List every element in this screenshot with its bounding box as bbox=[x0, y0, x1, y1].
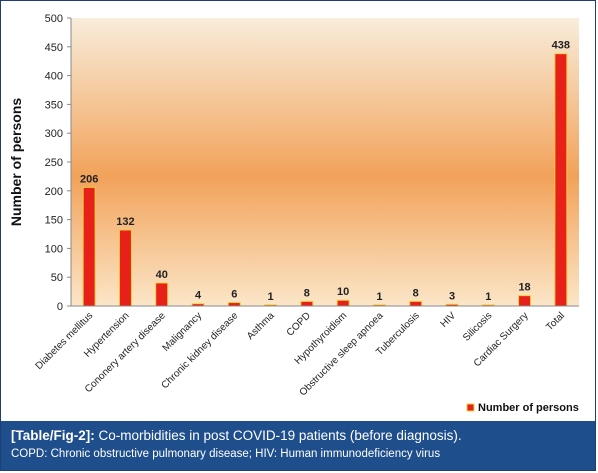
y-tick-label: 250 bbox=[45, 157, 63, 169]
x-tick-label: Asthma bbox=[245, 310, 277, 342]
bar-total bbox=[554, 53, 568, 307]
y-tick-label: 200 bbox=[45, 186, 63, 198]
y-tick-label: 0 bbox=[57, 301, 63, 313]
bar-hypothyroidism bbox=[336, 299, 350, 307]
data-label: 1 bbox=[376, 291, 382, 303]
y-tick-label: 300 bbox=[45, 128, 63, 140]
bar-chart: 0 50 100 150 200 250 300 350 400 450 500 206 132 40 4… bbox=[8, 13, 579, 414]
data-label: 18 bbox=[518, 282, 530, 294]
bar-cardiac-surgery bbox=[518, 295, 532, 307]
y-tick-label: 500 bbox=[45, 13, 63, 25]
x-tick-label: HIV bbox=[439, 310, 459, 330]
caption: [Table/Fig-2]: Co-morbidities in post CO… bbox=[1, 421, 595, 470]
y-tick-label: 400 bbox=[45, 71, 63, 83]
data-label: 8 bbox=[413, 287, 419, 299]
bar-copd bbox=[300, 300, 314, 307]
x-tick-label: Diabetes mellitus bbox=[34, 310, 96, 372]
caption-note: COPD: Chronic obstructive pulmonary dise… bbox=[11, 448, 441, 460]
x-tick-label: Silicosis bbox=[461, 310, 494, 343]
data-label: 40 bbox=[156, 269, 168, 281]
y-tick-label: 150 bbox=[45, 215, 63, 227]
data-label: 8 bbox=[304, 287, 310, 299]
chart-area: 0 50 100 150 200 250 300 350 400 450 500 206 132 40 4… bbox=[1, 1, 595, 421]
y-tick-label: 450 bbox=[45, 42, 63, 54]
caption-tag: [Table/Fig-2]: bbox=[11, 428, 95, 443]
y-axis-title: Number of persons bbox=[8, 98, 24, 227]
data-label: 6 bbox=[231, 289, 237, 301]
y-tick-label: 50 bbox=[51, 272, 63, 284]
caption-title-line: [Table/Fig-2]: Co-morbidities in post CO… bbox=[11, 427, 587, 445]
data-label: 206 bbox=[80, 173, 98, 185]
data-label: 10 bbox=[337, 286, 349, 298]
legend-label: Number of persons bbox=[478, 402, 579, 414]
x-tick-label: COPD bbox=[285, 310, 313, 338]
x-tick-label: Chronic kidney disease bbox=[160, 310, 241, 391]
data-label: 1 bbox=[268, 291, 274, 303]
legend: Number of persons bbox=[466, 402, 579, 414]
y-tick-label: 350 bbox=[45, 99, 63, 111]
data-label: 4 bbox=[195, 290, 202, 302]
data-label: 1 bbox=[485, 291, 491, 303]
bar-chronic-kidney-disease bbox=[227, 302, 241, 307]
data-label: 132 bbox=[116, 216, 134, 228]
legend-swatch bbox=[466, 403, 475, 412]
y-axis-ticks: 0 50 100 150 200 250 300 350 400 450 500 bbox=[45, 13, 71, 313]
bar-tuberculosis bbox=[409, 300, 423, 307]
bar-cononery-artery-disease bbox=[155, 282, 169, 307]
data-label: 3 bbox=[449, 290, 455, 302]
bar-diabetes-mellitus bbox=[82, 186, 96, 307]
caption-title: Co-morbidities in post COVID-19 patients… bbox=[98, 428, 462, 443]
bar-hypertension bbox=[118, 229, 132, 307]
x-tick-label: Total bbox=[544, 310, 567, 333]
y-tick-label: 100 bbox=[45, 243, 63, 255]
data-label: 438 bbox=[552, 40, 570, 52]
plot-background bbox=[71, 18, 579, 306]
